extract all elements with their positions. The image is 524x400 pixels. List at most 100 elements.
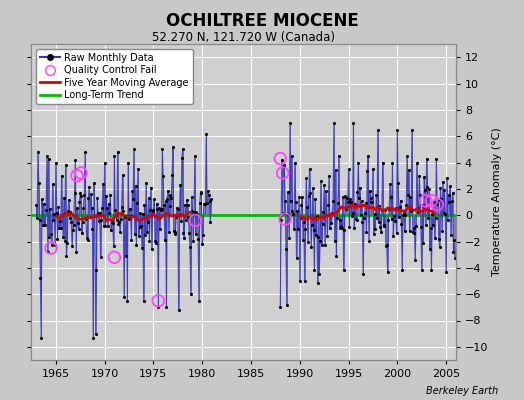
Point bbox=[148, 208, 157, 214]
Point bbox=[106, 192, 115, 198]
Point bbox=[204, 192, 213, 198]
Point bbox=[396, 198, 405, 204]
Point bbox=[76, 190, 84, 197]
Point bbox=[378, 159, 387, 166]
Point bbox=[319, 209, 328, 216]
Point bbox=[164, 188, 172, 194]
Point bbox=[59, 234, 68, 241]
Point bbox=[167, 195, 176, 201]
Point bbox=[191, 230, 200, 237]
Title: 52.270 N, 121.720 W (Canada): 52.270 N, 121.720 W (Canada) bbox=[152, 31, 335, 44]
Point bbox=[418, 202, 427, 208]
Point bbox=[89, 334, 97, 341]
Point bbox=[125, 216, 133, 222]
Point bbox=[140, 202, 149, 208]
Point bbox=[309, 227, 318, 233]
Point bbox=[307, 244, 315, 250]
Point bbox=[181, 202, 189, 208]
Point bbox=[436, 185, 445, 192]
Point bbox=[450, 237, 458, 243]
Point bbox=[368, 199, 376, 205]
Point bbox=[165, 229, 173, 236]
Point bbox=[324, 202, 332, 209]
Point bbox=[359, 271, 367, 278]
Point bbox=[64, 196, 73, 203]
Point bbox=[108, 220, 117, 227]
Point bbox=[40, 222, 49, 228]
Point bbox=[34, 149, 42, 155]
Point bbox=[148, 246, 156, 252]
Point bbox=[66, 214, 74, 221]
Point bbox=[379, 223, 388, 229]
Point bbox=[299, 237, 307, 244]
Point bbox=[386, 181, 394, 187]
Point bbox=[382, 242, 390, 249]
Point bbox=[90, 180, 98, 186]
Point bbox=[418, 267, 426, 274]
Point bbox=[73, 205, 81, 212]
Point bbox=[154, 304, 162, 310]
Point bbox=[415, 172, 423, 179]
Point bbox=[289, 211, 298, 218]
Point bbox=[406, 194, 414, 200]
Point bbox=[151, 240, 160, 246]
Point bbox=[51, 242, 59, 248]
Point bbox=[340, 226, 348, 233]
Point bbox=[201, 201, 210, 208]
Point bbox=[430, 199, 438, 205]
Point bbox=[431, 234, 439, 241]
Point bbox=[395, 214, 403, 221]
Point bbox=[103, 205, 111, 212]
Point bbox=[79, 205, 88, 211]
Point bbox=[347, 199, 355, 206]
Point bbox=[39, 222, 47, 228]
Point bbox=[99, 181, 107, 187]
Point bbox=[135, 224, 144, 230]
Point bbox=[434, 197, 442, 203]
Point bbox=[319, 221, 327, 228]
Point bbox=[316, 178, 325, 184]
Point bbox=[287, 198, 295, 204]
Point bbox=[422, 222, 430, 228]
Point bbox=[365, 238, 373, 244]
Point bbox=[170, 231, 179, 237]
Point bbox=[296, 278, 304, 284]
Point bbox=[445, 198, 454, 205]
Point bbox=[427, 198, 435, 204]
Point bbox=[137, 222, 145, 229]
Point bbox=[322, 188, 330, 194]
Point bbox=[424, 214, 432, 221]
Point bbox=[116, 229, 124, 235]
Point bbox=[191, 217, 200, 224]
Point bbox=[154, 206, 162, 212]
Point bbox=[364, 153, 372, 159]
Point bbox=[86, 191, 95, 197]
Point bbox=[438, 228, 446, 234]
Point bbox=[313, 213, 321, 220]
Point bbox=[413, 159, 421, 166]
Point bbox=[297, 201, 305, 208]
Point bbox=[405, 167, 413, 173]
Point bbox=[314, 234, 323, 240]
Point bbox=[130, 146, 138, 152]
Point bbox=[47, 245, 55, 251]
Point bbox=[133, 200, 141, 206]
Point bbox=[191, 153, 199, 159]
Point bbox=[155, 205, 163, 211]
Point bbox=[375, 219, 383, 225]
Point bbox=[92, 330, 100, 337]
Point bbox=[427, 224, 435, 231]
Point bbox=[329, 198, 337, 204]
Point bbox=[356, 212, 365, 218]
Point bbox=[151, 238, 159, 244]
Point bbox=[347, 212, 356, 219]
Point bbox=[93, 195, 102, 201]
Point bbox=[187, 291, 195, 297]
Point bbox=[117, 204, 126, 210]
Point bbox=[398, 267, 407, 274]
Point bbox=[160, 202, 168, 208]
Point bbox=[390, 212, 398, 219]
Point bbox=[435, 244, 444, 251]
Point bbox=[409, 229, 417, 235]
Point bbox=[80, 192, 89, 198]
